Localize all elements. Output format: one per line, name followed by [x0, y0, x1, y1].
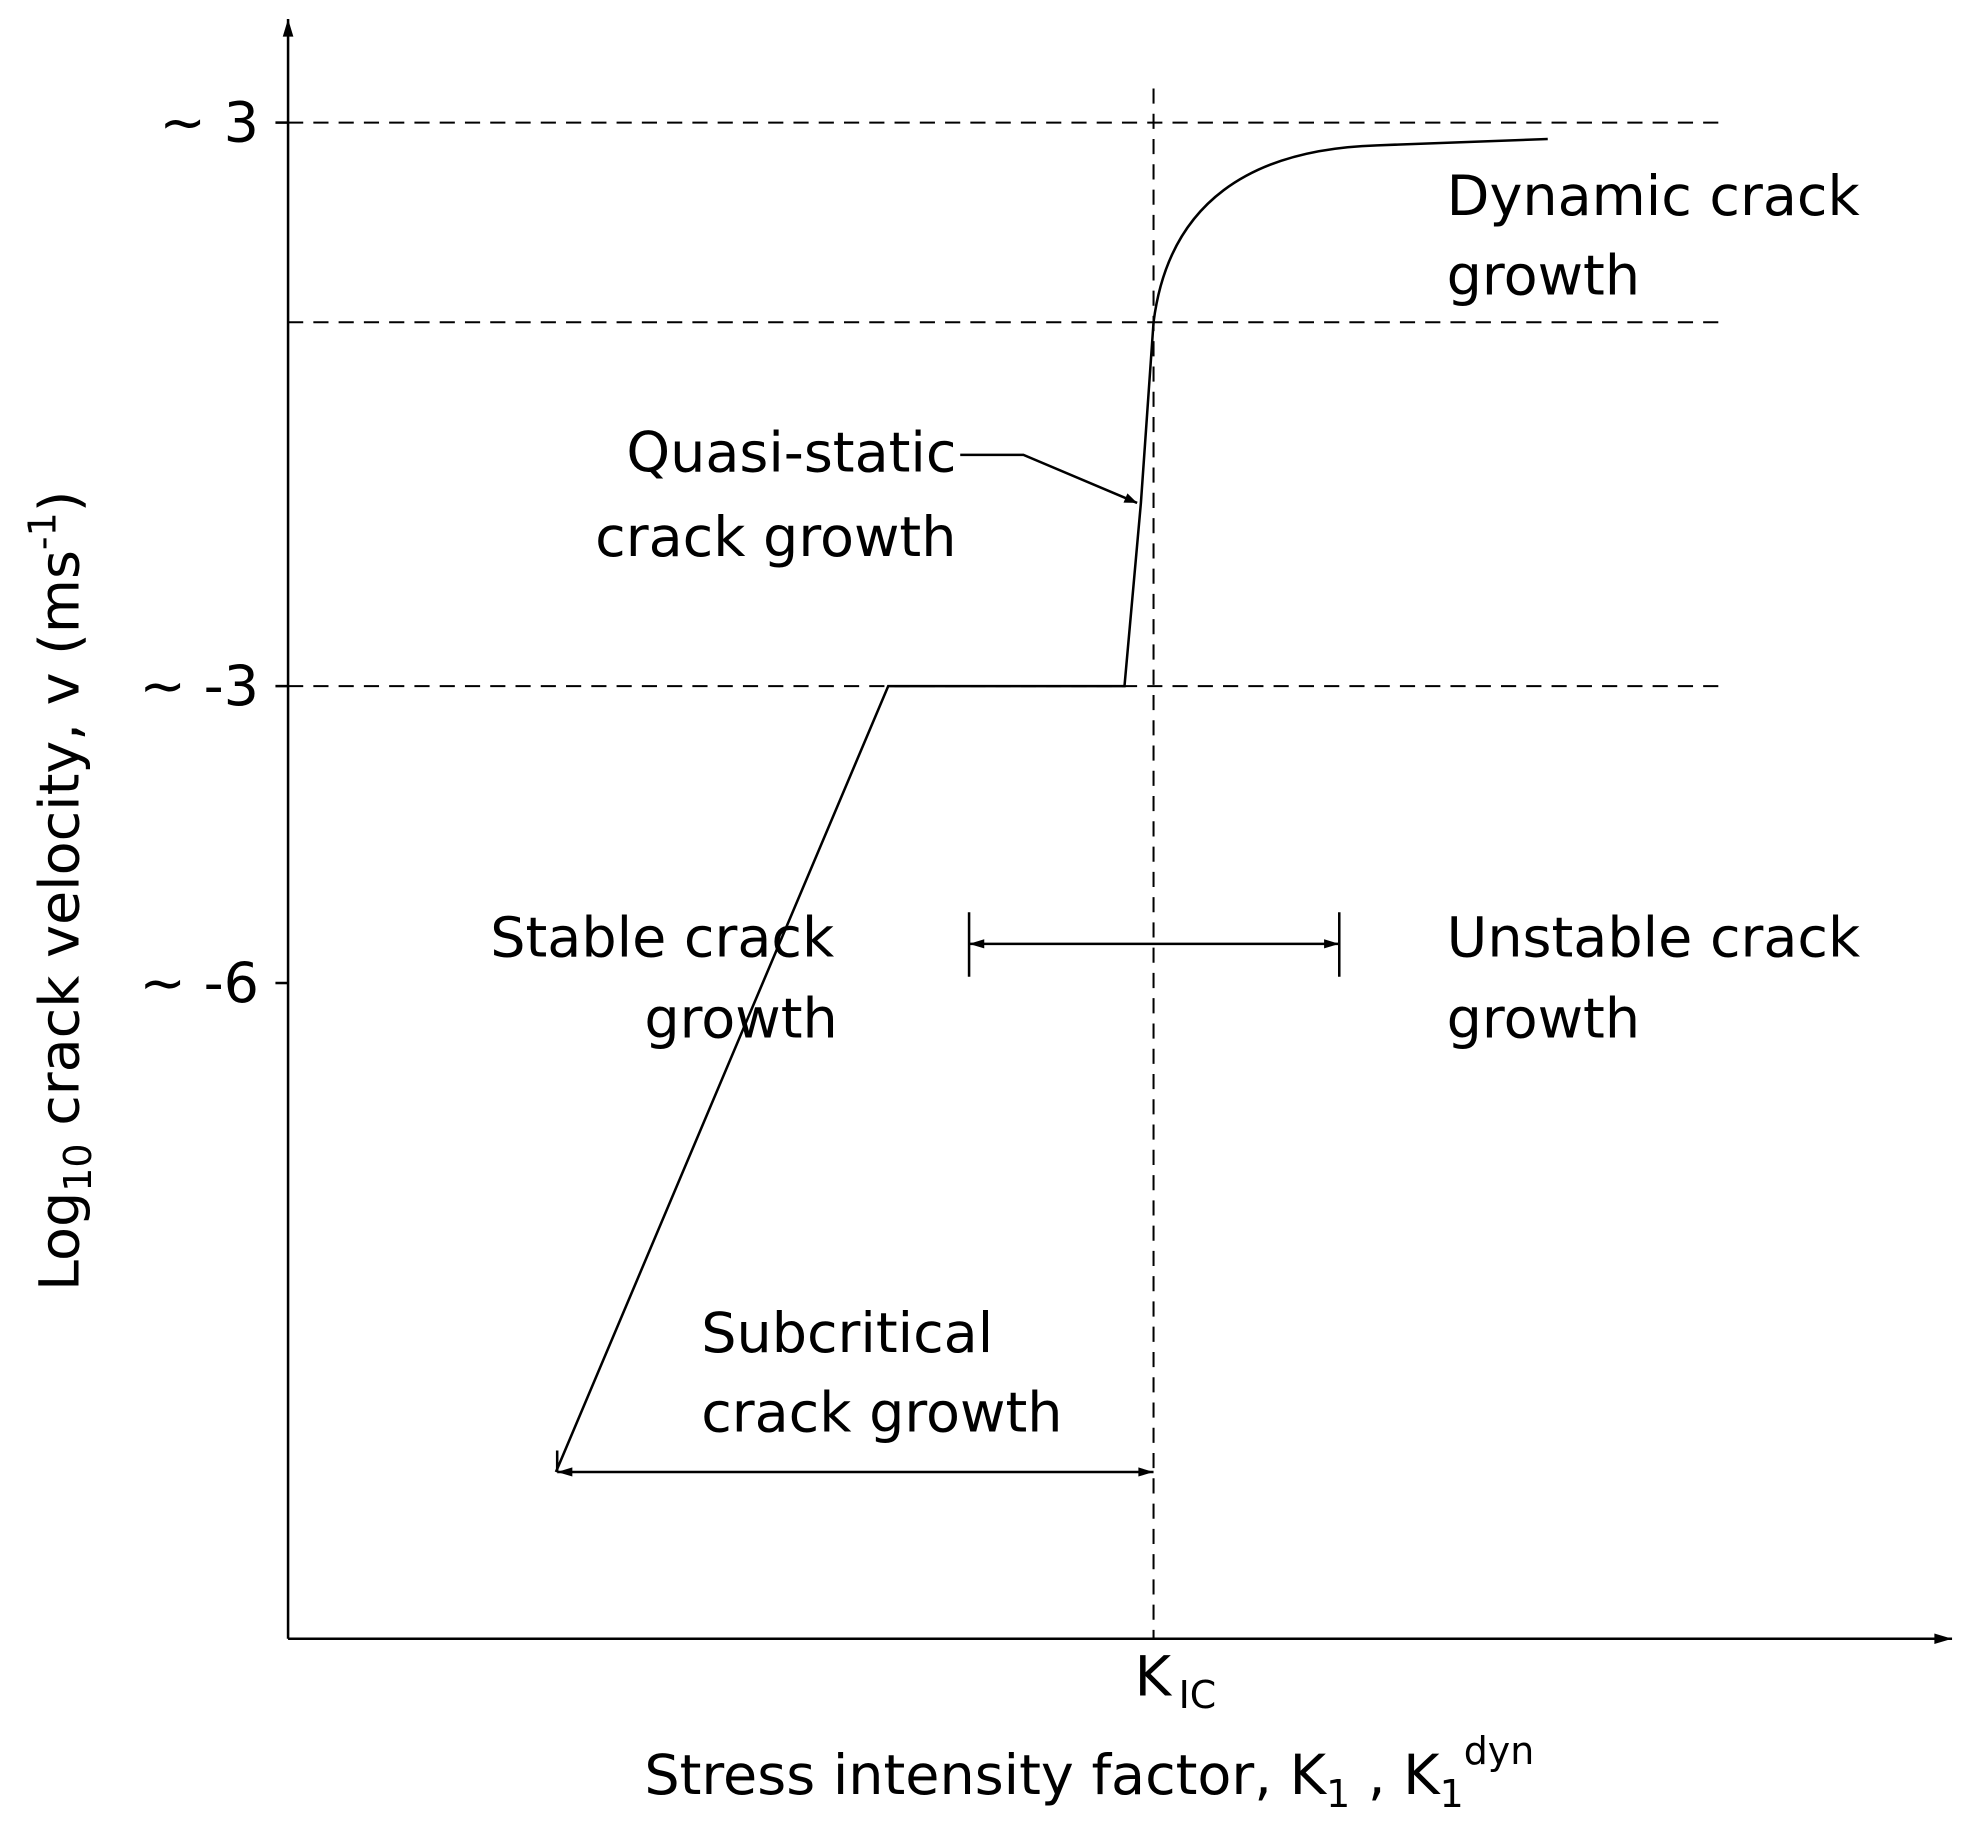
label-part: crack velocity, v (ms: [27, 550, 92, 1143]
label-part: Stress intensity factor, K: [644, 1743, 1327, 1808]
label-part: dyn: [1464, 1729, 1535, 1773]
region-label: Subcritical: [701, 1301, 993, 1366]
label-part: -1: [21, 512, 65, 550]
region-label: Quasi-static: [626, 420, 956, 485]
pointer: [960, 453, 1138, 505]
region-label: growth: [644, 986, 837, 1051]
x-axis-label: Stress intensity factor, K1 , K1dyn: [644, 1729, 1534, 1816]
y-tick-label: ~ -6: [139, 951, 259, 1016]
label-part: 1: [1440, 1772, 1464, 1816]
label-part: IC: [1179, 1673, 1217, 1717]
region-label: Dynamic crack: [1447, 164, 1861, 229]
region-label: growth: [1447, 243, 1640, 308]
axes: [282, 18, 1953, 1645]
y-axis-label: Log10 crack velocity, v (ms-1): [21, 491, 100, 1291]
label-part: 1: [1326, 1772, 1350, 1816]
region-label: crack growth: [701, 1381, 1062, 1446]
region-label: Stable crack: [490, 905, 835, 970]
label-part: Log: [27, 1192, 92, 1291]
region-label: Unstable crack: [1447, 905, 1861, 970]
label-part: K: [1135, 1645, 1173, 1710]
label-part: 10: [56, 1143, 100, 1191]
region-label: growth: [1447, 986, 1640, 1051]
y-tick-label: ~ 3: [159, 91, 259, 156]
curve: [554, 137, 1548, 1473]
label-part: ): [27, 491, 92, 513]
region-label: crack growth: [595, 505, 956, 570]
y-tick-label: ~ -3: [139, 654, 259, 719]
kic-label: K IC: [1135, 1645, 1217, 1718]
label-part: , K: [1350, 1743, 1441, 1808]
